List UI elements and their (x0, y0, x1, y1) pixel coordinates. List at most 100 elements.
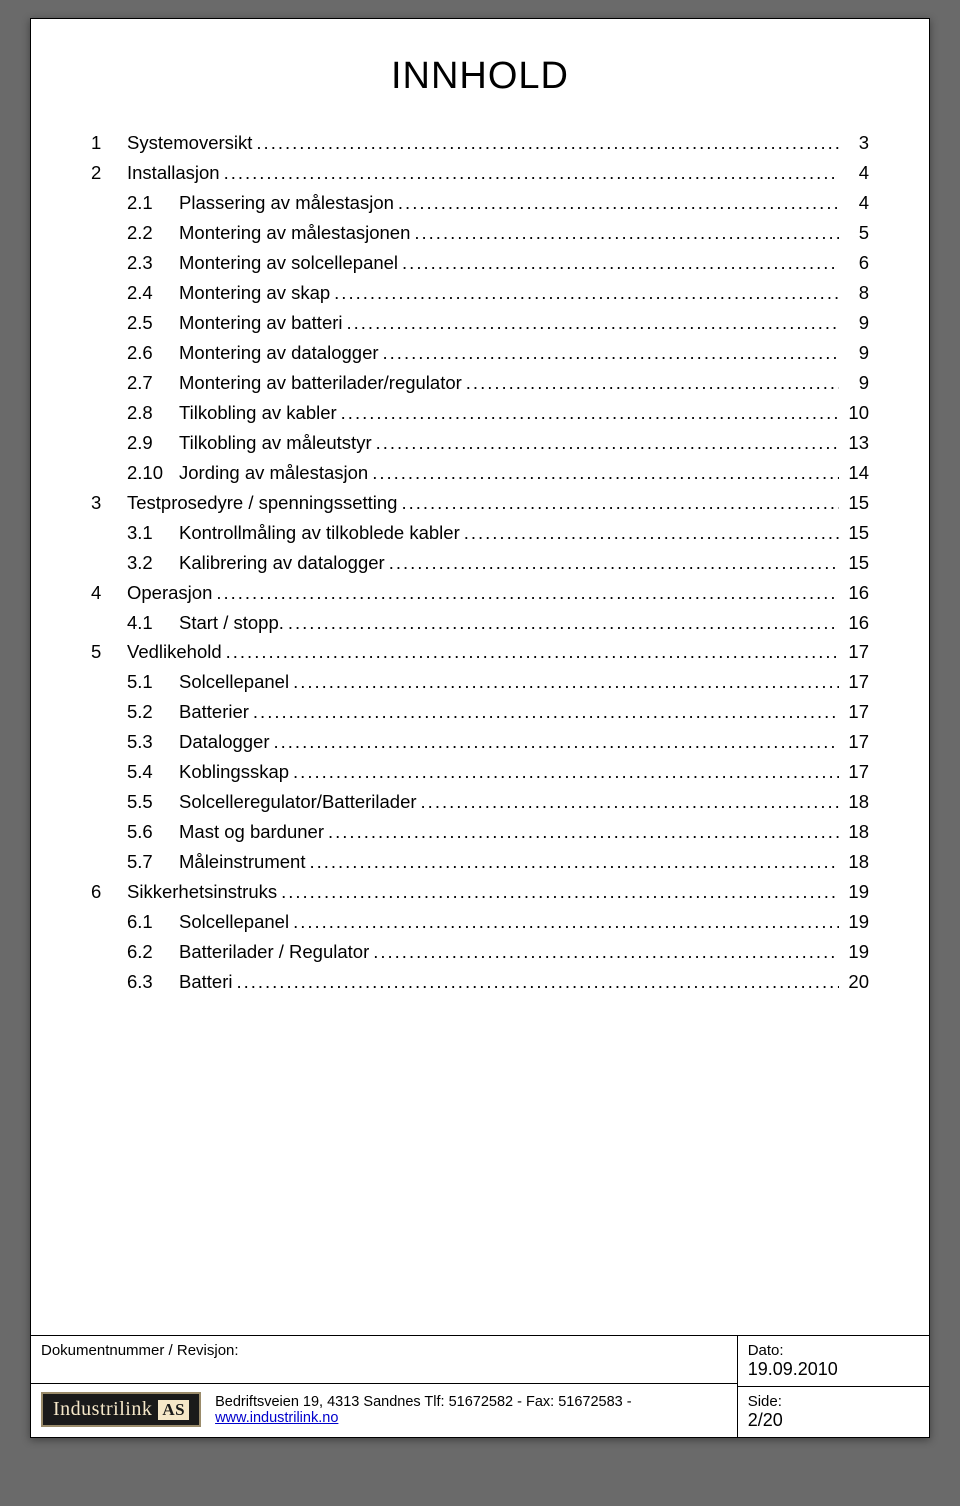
toc-page-number: 20 (843, 967, 869, 997)
toc-entry[interactable]: 2.5Montering av batteri9 (91, 308, 869, 338)
toc-number: 3 (91, 488, 127, 518)
toc-page-number: 17 (843, 667, 869, 697)
side-label: Side: (748, 1393, 919, 1410)
toc-entry[interactable]: 4Operasjon16 (91, 578, 869, 608)
toc-label: Kalibrering av datalogger (179, 548, 385, 578)
toc-entry[interactable]: 5.7Måleinstrument18 (91, 847, 869, 877)
toc-entry[interactable]: 2.7Montering av batterilader/regulator9 (91, 368, 869, 398)
toc-leader-dots (421, 787, 839, 817)
toc-page-number: 14 (843, 458, 869, 488)
toc-label: Måleinstrument (179, 847, 305, 877)
toc-label: Montering av solcellepanel (179, 248, 398, 278)
toc-leader-dots (224, 158, 839, 188)
toc-leader-dots (328, 817, 839, 847)
toc-leader-dots (383, 338, 839, 368)
toc-number: 2.3 (127, 248, 179, 278)
toc-entry[interactable]: 2.6Montering av datalogger9 (91, 338, 869, 368)
toc-entry[interactable]: 5.2Batterier17 (91, 697, 869, 727)
toc-number: 2.1 (127, 188, 179, 218)
toc-entry[interactable]: 2.1Plassering av målestasjon4 (91, 188, 869, 218)
page-title: INNHOLD (91, 55, 869, 98)
toc-number: 2.6 (127, 338, 179, 368)
toc-entry[interactable]: 1Systemoversikt3 (91, 128, 869, 158)
toc-label: Montering av målestasjonen (179, 218, 410, 248)
toc-label: Solcellepanel (179, 907, 289, 937)
page-number-cell: Side: 2/20 (738, 1387, 929, 1437)
toc-entry[interactable]: 2.2Montering av målestasjonen 5 (91, 218, 869, 248)
toc-page-number: 17 (843, 637, 869, 667)
toc-leader-dots (253, 697, 839, 727)
toc-entry[interactable]: 2.9Tilkobling av måleutstyr13 (91, 428, 869, 458)
toc-label: Koblingsskap (179, 757, 289, 787)
toc-label: Montering av batterilader/regulator (179, 368, 462, 398)
toc-number: 6 (91, 877, 127, 907)
toc-number: 2.2 (127, 218, 179, 248)
toc-label: Tilkobling av kabler (179, 398, 337, 428)
footer-left: Dokumentnummer / Revisjon: Industrilink … (31, 1336, 738, 1437)
toc-leader-dots (401, 488, 839, 518)
date-label: Dato: (748, 1342, 919, 1359)
toc-label: Datalogger (179, 727, 270, 757)
toc-leader-dots (372, 458, 839, 488)
toc-page-number: 5 (843, 218, 869, 248)
toc-leader-dots (466, 368, 839, 398)
toc-page-number: 9 (843, 368, 869, 398)
toc-label: Batteri (179, 967, 232, 997)
toc-number: 5.7 (127, 847, 179, 877)
toc-entry[interactable]: 5.6Mast og barduner18 (91, 817, 869, 847)
toc-number: 2.4 (127, 278, 179, 308)
address-link[interactable]: www.industrilink.no (215, 1410, 338, 1426)
toc-leader-dots (288, 608, 839, 638)
toc-entry[interactable]: 2.4Montering av skap8 (91, 278, 869, 308)
toc-number: 4.1 (127, 608, 179, 638)
toc-label: Operasjon (127, 578, 212, 608)
toc-entry[interactable]: 5.1Solcellepanel 17 (91, 667, 869, 697)
toc-page-number: 16 (843, 608, 869, 638)
toc-page-number: 17 (843, 757, 869, 787)
toc-number: 6.3 (127, 967, 179, 997)
table-of-contents: 1Systemoversikt32Installasjon42.1Plasser… (91, 128, 869, 997)
toc-page-number: 18 (843, 817, 869, 847)
toc-number: 5.2 (127, 697, 179, 727)
toc-number: 2.8 (127, 398, 179, 428)
toc-entry[interactable]: 5Vedlikehold17 (91, 637, 869, 667)
toc-entry[interactable]: 3Testprosedyre / spenningssetting15 (91, 488, 869, 518)
toc-entry[interactable]: 5.5Solcelleregulator/Batterilader18 (91, 787, 869, 817)
toc-entry[interactable]: 3.1Kontrollmåling av tilkoblede kabler15 (91, 518, 869, 548)
toc-label: Testprosedyre / spenningssetting (127, 488, 397, 518)
toc-page-number: 17 (843, 727, 869, 757)
toc-label: Solcellepanel (179, 667, 289, 697)
toc-page-number: 13 (843, 428, 869, 458)
toc-page-number: 3 (843, 128, 869, 158)
toc-entry[interactable]: 6.2Batterilader / Regulator19 (91, 937, 869, 967)
toc-number: 5.4 (127, 757, 179, 787)
toc-leader-dots (293, 667, 839, 697)
toc-number: 2.9 (127, 428, 179, 458)
logo-text: Industrilink (53, 1398, 152, 1421)
toc-entry[interactable]: 2.10Jording av målestasjon14 (91, 458, 869, 488)
toc-leader-dots (464, 518, 839, 548)
doc-number-cell: Dokumentnummer / Revisjon: (31, 1336, 737, 1384)
toc-label: Mast og barduner (179, 817, 324, 847)
toc-page-number: 19 (843, 937, 869, 967)
toc-entry[interactable]: 6.3Batteri 20 (91, 967, 869, 997)
toc-number: 5.1 (127, 667, 179, 697)
toc-entry[interactable]: 6Sikkerhetsinstruks19 (91, 877, 869, 907)
company-logo: Industrilink AS (41, 1392, 201, 1427)
toc-entry[interactable]: 2Installasjon4 (91, 158, 869, 188)
toc-entry[interactable]: 2.3Montering av solcellepanel6 (91, 248, 869, 278)
toc-number: 1 (91, 128, 127, 158)
toc-entry[interactable]: 4.1Start / stopp. 16 (91, 608, 869, 638)
toc-number: 5.3 (127, 727, 179, 757)
toc-label: Batterier (179, 697, 249, 727)
toc-leader-dots (293, 907, 839, 937)
toc-label: Sikkerhetsinstruks (127, 877, 277, 907)
toc-entry[interactable]: 5.3Datalogger 17 (91, 727, 869, 757)
toc-entry[interactable]: 3.2Kalibrering av datalogger15 (91, 548, 869, 578)
toc-label: Montering av datalogger (179, 338, 379, 368)
toc-entry[interactable]: 5.4Koblingsskap 17 (91, 757, 869, 787)
toc-entry[interactable]: 6.1Solcellepanel19 (91, 907, 869, 937)
toc-entry[interactable]: 2.8Tilkobling av kabler10 (91, 398, 869, 428)
doc-number-label: Dokumentnummer / Revisjon: (41, 1342, 239, 1359)
side-value: 2/20 (748, 1410, 919, 1431)
